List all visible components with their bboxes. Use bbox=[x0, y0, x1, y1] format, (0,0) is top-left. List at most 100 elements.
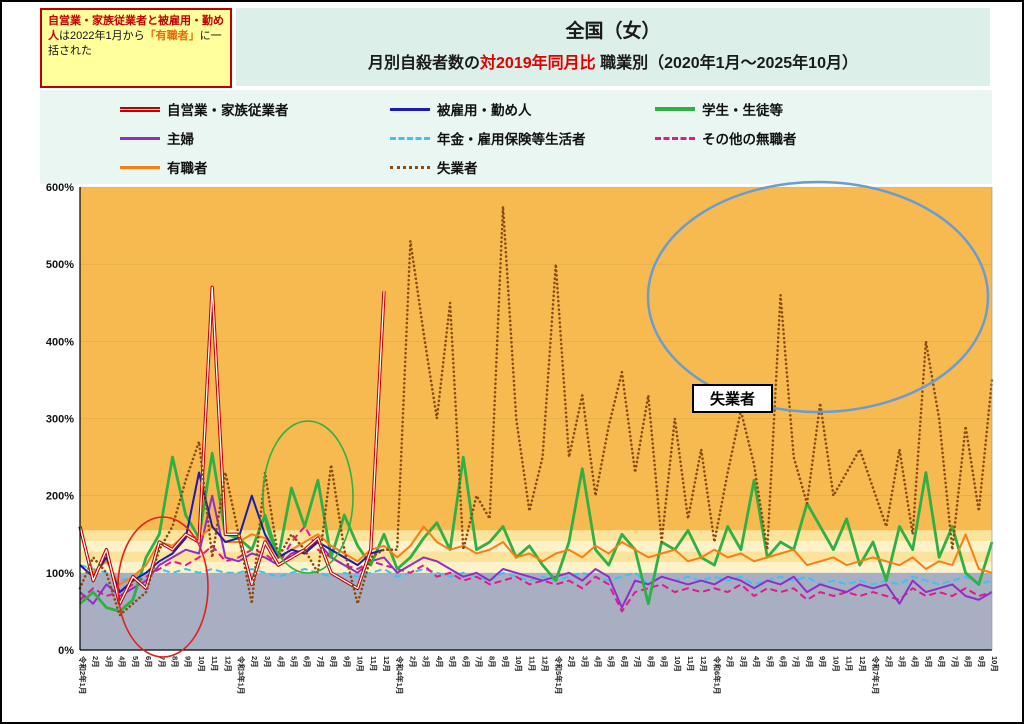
x-tick-label: 10月 bbox=[990, 656, 999, 672]
legend-strip bbox=[40, 90, 992, 184]
x-tick-label: 8月 bbox=[329, 656, 338, 668]
x-tick-label: 7月 bbox=[157, 656, 166, 668]
x-tick-label: 10月 bbox=[356, 656, 365, 672]
x-tick-label: 6月 bbox=[144, 656, 153, 668]
x-tick-label: 11月 bbox=[527, 656, 536, 671]
legend-item-other-unemployed: その他の無職者 bbox=[655, 130, 955, 147]
x-tick-label: 7月 bbox=[475, 656, 484, 668]
x-tick-label: 9月 bbox=[660, 656, 669, 668]
plot-bg-orange bbox=[80, 187, 992, 531]
x-tick-label: 12月 bbox=[223, 656, 232, 672]
x-tick-label: 令和6年1月 bbox=[712, 655, 722, 694]
legend-swatch-employed-workers bbox=[390, 107, 430, 111]
title-box: 全国（女） 月別自殺者数の対2019年同月比 職業別（2020年1月～2025年… bbox=[236, 8, 990, 86]
series-line-jiei-inner bbox=[79, 286, 385, 605]
x-tick-label: 7月 bbox=[316, 656, 325, 668]
x-tick-label: 5月 bbox=[924, 656, 933, 668]
series-line-yuushoku bbox=[79, 525, 993, 586]
y-tick-label: 100% bbox=[46, 568, 74, 580]
y-tick-label: 300% bbox=[46, 414, 74, 426]
legend-swatch-self-employed bbox=[120, 106, 160, 112]
chart-area: 0% 100% 200% 300% 400% 500% 600% 令和2年1月 2月 3月 4月 5月… bbox=[2, 180, 1022, 722]
x-tick-label: 令和2年1月 bbox=[78, 655, 88, 694]
series-line-shitsugyou bbox=[78, 205, 994, 617]
note-box: 自営業・家族従業者と被雇用・勤め人は2022年1月から「有職者」に一括された bbox=[40, 8, 232, 88]
x-tick-label: 令和4年1月 bbox=[395, 655, 405, 694]
legend-label-students: 学生・生徒等 bbox=[702, 103, 783, 118]
x-tick-label: 6月 bbox=[303, 656, 312, 668]
x-tick-label: 9月 bbox=[977, 656, 986, 668]
legend-label-self-employed: 自営業・家族従業者 bbox=[167, 103, 289, 118]
legend-label-unemployed: 失業者 bbox=[437, 161, 478, 176]
legend-item-students: 学生・生徒等 bbox=[655, 101, 955, 118]
x-tick-label: 2月 bbox=[408, 656, 417, 668]
x-tick-label: 10月 bbox=[197, 656, 206, 672]
legend-item-pensioners: 年金・雇用保険等生活者 bbox=[390, 130, 655, 147]
x-tick-label: 令和3年1月 bbox=[237, 655, 247, 694]
x-tick-label: 7月 bbox=[792, 656, 801, 668]
subtitle-pre: 月別自殺者数の bbox=[368, 55, 481, 72]
legend-label-workers-total: 有職者 bbox=[167, 161, 208, 176]
note-text-red: 自営業・家族従業者と被雇用・勤め人 bbox=[48, 15, 224, 42]
x-tick-label: 4月 bbox=[593, 656, 602, 668]
x-tick-label: 4月 bbox=[911, 656, 920, 668]
series-line-gakusei bbox=[79, 451, 994, 613]
red-circle-annotation bbox=[117, 516, 209, 658]
x-tick-label: 10月 bbox=[514, 656, 523, 672]
x-tick-label: 5月 bbox=[131, 656, 140, 668]
x-tick-label: 9月 bbox=[342, 656, 351, 668]
x-tick-label: 11月 bbox=[845, 656, 854, 671]
x-tick-label: 6月 bbox=[937, 656, 946, 668]
x-tick-label: 6月 bbox=[461, 656, 470, 668]
x-tick-label: 6月 bbox=[779, 656, 788, 668]
legend-swatch-unemployed bbox=[390, 165, 430, 169]
chart-subtitle: 月別自殺者数の対2019年同月比 職業別（2020年1月～2025年10月） bbox=[236, 49, 990, 73]
legend-swatch-workers-total bbox=[120, 165, 160, 169]
x-tick-label: 3月 bbox=[422, 656, 431, 668]
legend: 自営業・家族従業者 被雇用・勤め人 学生・生徒等 主婦 年金・雇用保険等生活者 … bbox=[120, 101, 955, 176]
x-tick-label: 8月 bbox=[488, 656, 497, 668]
note-text-black1: は2022年1月から bbox=[59, 29, 145, 42]
x-tick-label: 3月 bbox=[580, 656, 589, 668]
y-tick-label: 600% bbox=[46, 182, 74, 194]
legend-label-employed-workers: 被雇用・勤め人 bbox=[437, 103, 532, 118]
x-tick-label: 2月 bbox=[726, 656, 735, 668]
plot-bg-stripe bbox=[80, 562, 992, 573]
x-tick-label: 11月 bbox=[369, 656, 378, 671]
x-tick-label: 令和7年1月 bbox=[871, 655, 881, 694]
x-tick-label: 2月 bbox=[250, 656, 259, 668]
legend-label-pensioners: 年金・雇用保険等生活者 bbox=[437, 132, 586, 147]
plot-bg-stripe bbox=[80, 541, 992, 552]
y-tick-label: 500% bbox=[46, 259, 74, 271]
x-tick-label: 5月 bbox=[289, 656, 298, 668]
subtitle-red: 対2019年同月比 bbox=[480, 55, 596, 72]
legend-swatch-students bbox=[655, 107, 695, 111]
x-tick-label: 11月 bbox=[686, 656, 695, 671]
x-tick-label: 5月 bbox=[765, 656, 774, 668]
x-tick-label: 3月 bbox=[104, 656, 113, 668]
x-tick-label: 6月 bbox=[620, 656, 629, 668]
x-tick-label: 2月 bbox=[567, 656, 576, 668]
legend-item-workers-total: 有職者 bbox=[120, 159, 390, 176]
subtitle-post: 職業別（2020年1月～2025年10月） bbox=[595, 55, 858, 72]
legend-item-unemployed: 失業者 bbox=[390, 159, 655, 176]
x-tick-label: 5月 bbox=[448, 656, 457, 668]
legend-item-employed-workers: 被雇用・勤め人 bbox=[390, 101, 655, 118]
x-tick-label: 9月 bbox=[818, 656, 827, 668]
x-tick-label: 8月 bbox=[805, 656, 814, 668]
x-tick-label: 4月 bbox=[118, 656, 127, 668]
x-tick-label: 7月 bbox=[633, 656, 642, 668]
x-tick-label: 3月 bbox=[897, 656, 906, 668]
x-tick-label: 2月 bbox=[884, 656, 893, 668]
x-tick-label: 3月 bbox=[739, 656, 748, 668]
plot-bg-stripe bbox=[80, 530, 992, 542]
x-tick-label: 9月 bbox=[501, 656, 510, 668]
x-tick-label: 8月 bbox=[964, 656, 973, 668]
x-tick-label: 3月 bbox=[263, 656, 272, 668]
note-text-black2: に一括された bbox=[48, 29, 222, 57]
y-tick-label: 0% bbox=[58, 645, 74, 657]
x-tick-label: 12月 bbox=[382, 656, 391, 672]
unemployed-annotation-label: 失業者 bbox=[692, 384, 774, 413]
x-tick-label: 5月 bbox=[607, 656, 616, 668]
